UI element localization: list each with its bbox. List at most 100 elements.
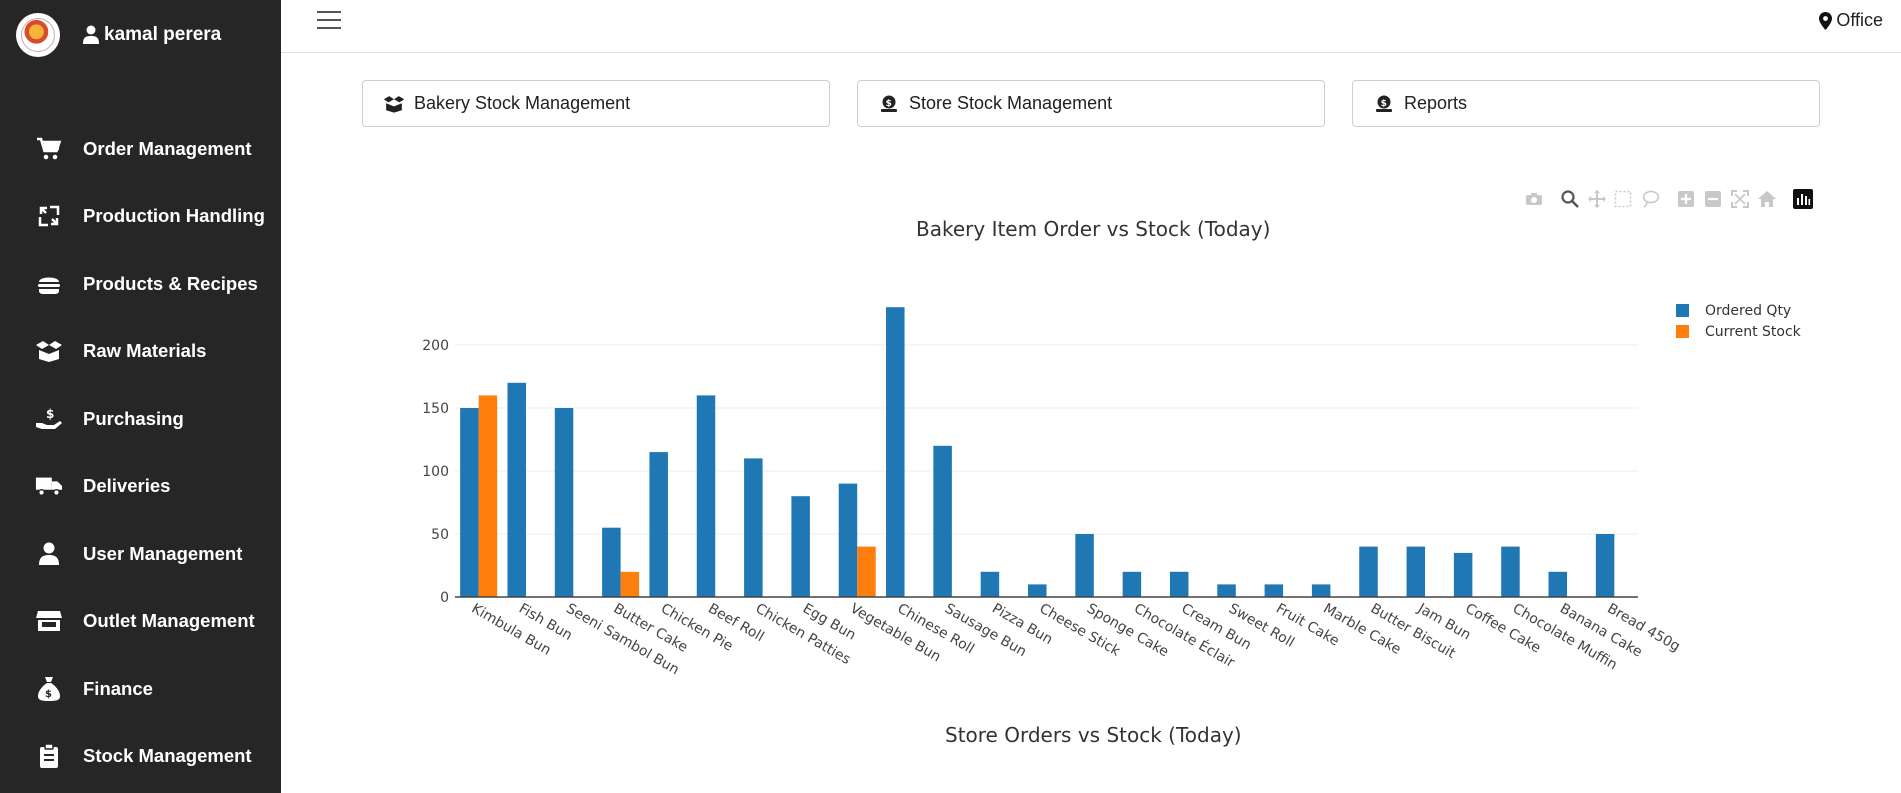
legend-swatch — [1676, 304, 1689, 317]
bar-ordered-qty[interactable] — [1453, 552, 1473, 597]
top-header: Office — [281, 0, 1901, 53]
svg-text:$: $ — [886, 99, 892, 109]
bar-ordered-qty[interactable] — [838, 483, 858, 597]
sidebar-item-label: Products & Recipes — [83, 272, 258, 294]
bar-ordered-qty[interactable] — [1501, 546, 1520, 597]
svg-text:$: $ — [45, 689, 52, 700]
location-indicator[interactable]: Office — [1819, 10, 1883, 31]
coin-hand-icon: $ — [1373, 94, 1395, 114]
pan-icon[interactable] — [1587, 189, 1607, 209]
sidebar-item-outlet-management[interactable]: Outlet Management — [0, 588, 281, 656]
legend-label: Ordered Qty — [1705, 302, 1792, 319]
map-pin-icon — [1819, 11, 1833, 30]
sidebar-item-label: User Management — [83, 542, 243, 564]
bar-ordered-qty[interactable] — [1406, 546, 1426, 597]
money-bag-icon: $ — [35, 675, 63, 703]
sidebar-item-finance[interactable]: $ Finance — [0, 655, 281, 723]
sidebar-item-label: Production Handling — [83, 205, 265, 227]
home-icon[interactable] — [1757, 189, 1777, 209]
location-label: Office — [1836, 10, 1883, 30]
bar-ordered-qty[interactable] — [602, 527, 621, 597]
bar-ordered-qty[interactable] — [1028, 584, 1047, 597]
bar-current-stock[interactable] — [620, 571, 640, 597]
svg-text:$: $ — [1381, 99, 1387, 109]
sidebar-item-deliveries[interactable]: Deliveries — [0, 453, 281, 521]
menu-toggle-icon[interactable] — [317, 11, 341, 31]
bar-ordered-qty[interactable] — [1359, 546, 1378, 597]
truck-icon — [35, 472, 63, 500]
store-icon — [35, 607, 63, 635]
store-chart-title: Store Orders vs Stock (Today) — [945, 723, 1242, 747]
reports-button[interactable]: $ Reports — [1352, 80, 1820, 127]
user-name[interactable]: kamal perera — [104, 24, 222, 45]
bar-ordered-qty[interactable] — [460, 408, 479, 597]
bar-ordered-qty[interactable] — [1548, 571, 1568, 597]
user-icon — [35, 540, 63, 568]
sidebar: kamal perera Order Management Production… — [0, 0, 281, 793]
sidebar-item-stock-management[interactable]: Stock Management — [0, 723, 281, 791]
bar-ordered-qty[interactable] — [1311, 584, 1331, 597]
bar-ordered-qty[interactable] — [1595, 534, 1615, 597]
zoom-out-icon[interactable] — [1703, 189, 1723, 209]
sidebar-item-label: Deliveries — [83, 475, 171, 497]
sidebar-item-user-management[interactable]: User Management — [0, 520, 281, 588]
zoom-icon[interactable] — [1560, 189, 1580, 209]
bar-ordered-qty[interactable] — [1169, 571, 1189, 597]
legend-label: Current Stock — [1705, 323, 1801, 340]
bar-ordered-qty[interactable] — [744, 458, 763, 597]
legend-swatch — [1676, 325, 1689, 338]
sidebar-item-order-management[interactable]: Order Management — [0, 115, 281, 183]
sidebar-item-products-recipes[interactable]: Products & Recipes — [0, 250, 281, 318]
bar-ordered-qty[interactable] — [886, 307, 905, 597]
bar-current-stock[interactable] — [478, 395, 498, 597]
sidebar-item-label: Finance — [83, 677, 153, 699]
user-icon — [83, 25, 99, 44]
legend-item-current-stock[interactable]: Current Stock — [1676, 321, 1801, 342]
bar-ordered-qty[interactable] — [1217, 584, 1236, 597]
hand-dollar-icon: $ — [35, 405, 63, 433]
bar-current-stock[interactable] — [857, 546, 876, 597]
box-select-icon[interactable] — [1613, 189, 1633, 209]
sidebar-item-label: Stock Management — [83, 745, 252, 767]
bar-ordered-qty[interactable] — [696, 395, 716, 597]
clipboard-icon — [35, 742, 63, 770]
bar-ordered-qty[interactable] — [1122, 571, 1142, 597]
user-row: kamal perera — [16, 13, 221, 57]
sidebar-item-label: Order Management — [83, 137, 252, 159]
autoscale-icon[interactable] — [1730, 189, 1750, 209]
bar-ordered-qty[interactable] — [649, 452, 668, 597]
bakery-stock-management-button[interactable]: Bakery Stock Management — [362, 80, 830, 127]
y-tick-label: 100 — [422, 464, 449, 480]
legend-item-ordered-qty[interactable]: Ordered Qty — [1676, 300, 1801, 321]
y-tick-label: 0 — [440, 590, 449, 606]
y-tick-label: 200 — [422, 338, 449, 354]
bar-ordered-qty[interactable] — [1075, 534, 1094, 597]
box-open-icon — [35, 337, 63, 365]
burger-icon — [35, 270, 63, 298]
sidebar-item-purchasing[interactable]: $ Purchasing — [0, 385, 281, 453]
chart-title: Bakery Item Order vs Stock (Today) — [916, 217, 1271, 241]
sidebar-nav: Order Management Production Handling Pro… — [0, 115, 281, 790]
bar-ordered-qty[interactable] — [554, 408, 574, 597]
bakery-logo — [16, 13, 60, 57]
coin-hand-icon: $ — [878, 94, 900, 114]
y-tick-label: 50 — [431, 527, 449, 543]
button-label: Store Stock Management — [909, 93, 1113, 113]
bar-ordered-qty[interactable] — [507, 382, 526, 597]
bar-ordered-qty[interactable] — [980, 571, 1000, 597]
camera-icon[interactable] — [1524, 189, 1544, 209]
bar-ordered-qty[interactable] — [791, 496, 810, 597]
sidebar-item-production-handling[interactable]: Production Handling — [0, 183, 281, 251]
cart-icon — [35, 135, 63, 163]
plotly-logo-icon[interactable] — [1793, 189, 1813, 209]
zoom-in-icon[interactable] — [1676, 189, 1696, 209]
lasso-select-icon[interactable] — [1641, 189, 1661, 209]
sidebar-item-raw-materials[interactable]: Raw Materials — [0, 318, 281, 386]
bar-ordered-qty[interactable] — [1264, 584, 1284, 597]
button-label: Reports — [1404, 93, 1468, 113]
svg-text:$: $ — [46, 407, 54, 421]
store-stock-management-button[interactable]: $ Store Stock Management — [857, 80, 1325, 127]
bar-ordered-qty[interactable] — [933, 445, 952, 597]
y-tick-label: 150 — [422, 401, 449, 417]
